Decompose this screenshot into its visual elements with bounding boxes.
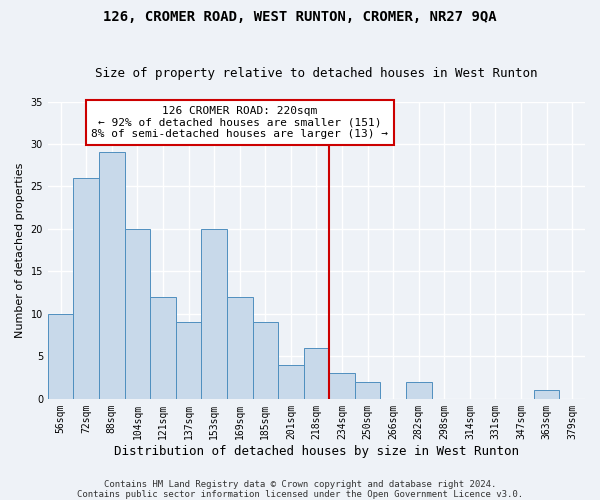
X-axis label: Distribution of detached houses by size in West Runton: Distribution of detached houses by size … [114,444,519,458]
Text: 126 CROMER ROAD: 220sqm
← 92% of detached houses are smaller (151)
8% of semi-de: 126 CROMER ROAD: 220sqm ← 92% of detache… [91,106,388,139]
Bar [253,322,278,399]
Bar [329,374,355,399]
Bar [150,297,176,399]
Title: Size of property relative to detached houses in West Runton: Size of property relative to detached ho… [95,66,538,80]
Bar [176,322,202,399]
Text: 126, CROMER ROAD, WEST RUNTON, CROMER, NR27 9QA: 126, CROMER ROAD, WEST RUNTON, CROMER, N… [103,10,497,24]
Text: Contains HM Land Registry data © Crown copyright and database right 2024.
Contai: Contains HM Land Registry data © Crown c… [77,480,523,499]
Bar [73,178,99,399]
Bar [355,382,380,399]
Bar [278,365,304,399]
Bar [99,152,125,399]
Bar [227,297,253,399]
Bar [125,229,150,399]
Bar [406,382,431,399]
Bar [48,314,73,399]
Bar [304,348,329,399]
Bar [534,390,559,399]
Y-axis label: Number of detached properties: Number of detached properties [15,162,25,338]
Bar [202,229,227,399]
